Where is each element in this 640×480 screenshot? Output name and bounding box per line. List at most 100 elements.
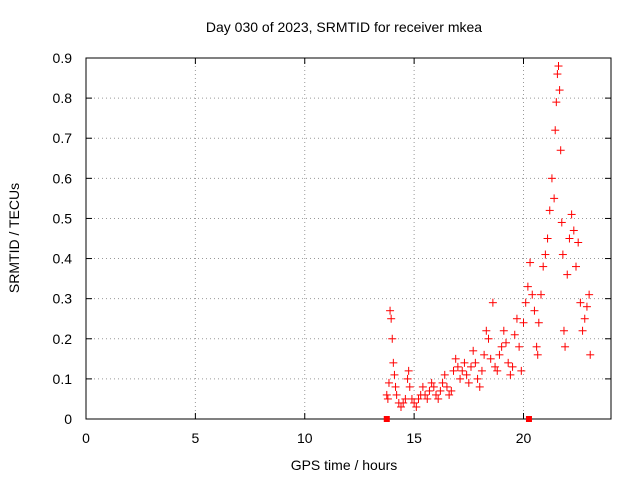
data-point xyxy=(387,314,396,323)
data-point xyxy=(475,382,484,391)
data-gap-marker xyxy=(525,416,532,422)
data-point xyxy=(534,318,543,327)
data-point xyxy=(545,206,554,215)
data-point xyxy=(559,326,568,335)
data-point xyxy=(384,378,393,387)
data-point xyxy=(383,394,392,403)
y-axis-label: SRMTID / TECUs xyxy=(6,183,22,293)
data-point xyxy=(425,386,434,395)
data-point xyxy=(412,402,421,411)
chart-title: Day 030 of 2023, SRMTID for receiver mke… xyxy=(206,19,482,35)
data-point xyxy=(523,282,532,291)
y-axis-tick-labels: 0 0.1 0.2 0.3 0.4 0.5 0.6 0.7 0.8 0.9 xyxy=(53,50,73,427)
data-point xyxy=(423,394,432,403)
data-point xyxy=(552,98,561,107)
data-point xyxy=(569,226,578,235)
plot-area-border xyxy=(85,57,612,420)
data-point xyxy=(586,350,595,359)
data-point xyxy=(556,146,565,155)
data-point xyxy=(580,314,589,323)
data-point xyxy=(434,394,443,403)
data-point xyxy=(414,394,423,403)
data-point xyxy=(477,366,486,375)
data-point xyxy=(386,306,395,315)
data-point xyxy=(537,290,545,299)
data-point xyxy=(504,358,513,367)
data-point xyxy=(467,362,475,371)
data-point xyxy=(392,390,401,399)
data-point xyxy=(515,342,524,351)
y-tick-label: 0.7 xyxy=(53,130,73,146)
data-point xyxy=(512,314,521,323)
data-point xyxy=(508,362,517,371)
x-tick-label: 20 xyxy=(516,430,532,446)
y-tick-label: 0.8 xyxy=(53,90,73,106)
data-point xyxy=(554,62,563,71)
grid-lines xyxy=(86,58,611,419)
x-axis-tick-labels: 0 5 10 15 20 xyxy=(82,430,531,446)
y-tick-label: 0.9 xyxy=(53,50,73,66)
data-point xyxy=(469,346,478,355)
data-point xyxy=(486,354,495,363)
data-point xyxy=(528,290,537,299)
data-point xyxy=(506,370,515,379)
axis-ticks xyxy=(85,57,611,420)
data-point xyxy=(456,374,465,383)
data-point xyxy=(389,358,398,367)
data-point xyxy=(480,350,489,359)
data-point xyxy=(567,210,576,219)
data-point xyxy=(532,342,541,351)
data-point xyxy=(510,330,519,339)
data-point xyxy=(447,386,456,395)
data-point xyxy=(517,366,526,375)
data-point xyxy=(399,398,408,407)
y-tick-label: 0.1 xyxy=(53,371,73,387)
x-tick-label: 5 xyxy=(191,430,199,446)
y-tick-label: 0.2 xyxy=(53,331,73,347)
data-point xyxy=(453,362,462,371)
data-point xyxy=(442,382,451,391)
data-point xyxy=(519,318,528,327)
data-point xyxy=(445,390,454,399)
data-point xyxy=(438,378,447,387)
data-point xyxy=(582,302,591,311)
data-point xyxy=(488,298,497,307)
data-point xyxy=(390,370,399,379)
data-point xyxy=(553,70,562,79)
data-point xyxy=(418,382,427,391)
data-point xyxy=(551,126,560,135)
data-point xyxy=(462,370,471,379)
data-point xyxy=(427,378,436,387)
data-point xyxy=(572,262,580,271)
data-gap-marker xyxy=(383,416,390,422)
data-point xyxy=(388,334,397,343)
data-point xyxy=(410,398,419,407)
data-point xyxy=(404,366,413,375)
data-point xyxy=(421,390,430,399)
x-tick-label: 10 xyxy=(297,430,313,446)
data-point xyxy=(557,218,566,227)
data-point xyxy=(403,374,412,383)
data-point xyxy=(397,402,405,411)
y-tick-label: 0.6 xyxy=(53,170,73,186)
data-point xyxy=(405,382,414,391)
y-tick-label: 0 xyxy=(64,411,72,427)
data-point xyxy=(558,250,567,259)
data-points xyxy=(382,62,595,422)
data-point xyxy=(440,370,449,379)
data-point xyxy=(382,390,391,399)
data-point xyxy=(458,366,467,375)
data-point xyxy=(391,382,400,391)
data-point xyxy=(578,326,587,335)
y-tick-label: 0.5 xyxy=(53,210,73,226)
data-point xyxy=(585,290,594,299)
data-point xyxy=(473,374,482,383)
data-point xyxy=(482,326,491,335)
data-point xyxy=(484,334,493,343)
data-point xyxy=(497,342,506,351)
data-point xyxy=(565,234,574,243)
y-tick-label: 0.4 xyxy=(53,251,73,267)
data-point xyxy=(543,234,552,243)
data-point xyxy=(561,342,570,351)
data-point xyxy=(491,362,500,371)
